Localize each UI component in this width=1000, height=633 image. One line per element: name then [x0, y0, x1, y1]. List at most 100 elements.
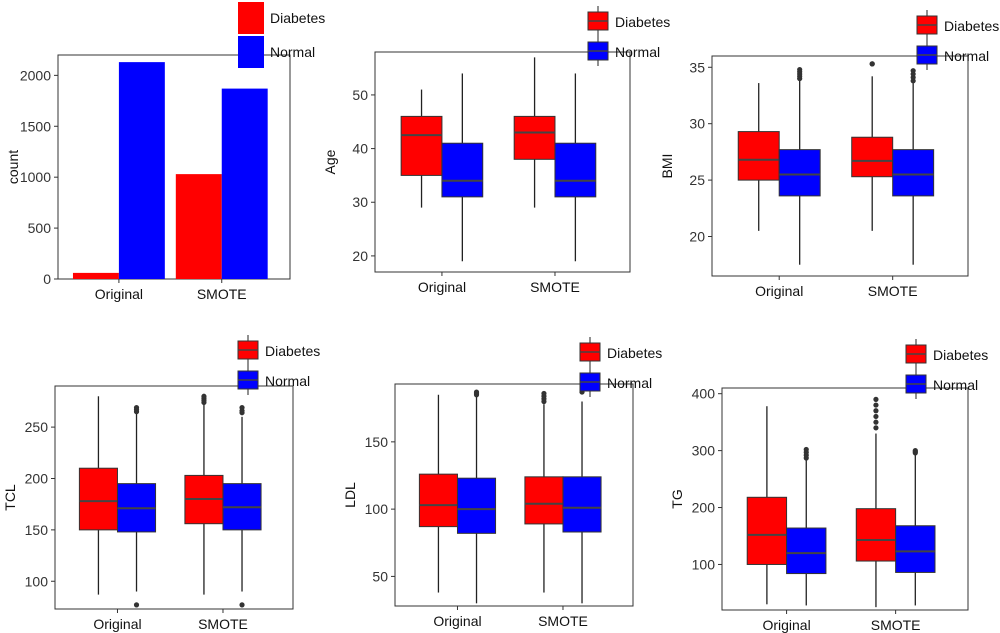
legend: Diabetes Normal: [905, 339, 988, 399]
box-diabetes-original: [746, 496, 788, 565]
legend-label: Diabetes: [265, 343, 320, 359]
y-tick-label: 1000: [20, 169, 51, 185]
outlier-normal-original: [133, 404, 140, 411]
box-diabetes-original: [400, 115, 443, 176]
panel-tcl: 100 150 200 250 Original SMOTE TCL Diabetes Norm…: [2, 335, 320, 632]
bar-normal-original: [118, 62, 165, 279]
legend: Diabetes Normal: [237, 335, 320, 395]
bar-diabetes-smote: [175, 174, 222, 279]
outlier-diabetes-smote: [873, 419, 879, 425]
outlier-normal-smote: [239, 404, 245, 411]
y-tick-label: 150: [365, 434, 389, 450]
box-diabetes-smote: [513, 115, 556, 160]
y-tick-label: 250: [25, 419, 49, 435]
legend-label: Normal: [933, 377, 978, 393]
box-normal-smote: [554, 142, 597, 198]
legend-label: Normal: [615, 44, 660, 60]
legend-label: Diabetes: [607, 345, 662, 361]
x-tick-label: SMOTE: [868, 283, 918, 299]
y-tick-label: 35: [689, 59, 705, 75]
legend-label: Diabetes: [944, 18, 999, 34]
y-tick-label: 100: [692, 556, 716, 572]
x-tick-label: SMOTE: [197, 286, 247, 302]
legend: Diabetes Normal: [587, 6, 670, 66]
y-tick-label: 25: [689, 172, 705, 188]
outlier-normal-original: [797, 66, 803, 73]
outlier-normal-smote: [910, 68, 916, 74]
y-axis-label: LDL: [342, 482, 358, 508]
y-tick-label: 40: [352, 141, 368, 157]
plot-frame: [374, 51, 631, 273]
x-tick-label: Original: [762, 617, 810, 633]
y-tick-label: 150: [25, 522, 49, 538]
outlier-normal-smote: [239, 602, 245, 608]
legend-key-normal: [238, 36, 264, 68]
legend: Diabetes Normal: [238, 2, 325, 68]
y-tick-label: 0: [43, 271, 51, 287]
outlier-diabetes-smote: [873, 408, 879, 414]
outlier-diabetes-smote: [873, 413, 879, 420]
x-tick-label: Original: [418, 279, 466, 295]
x-tick-label: SMOTE: [530, 279, 580, 295]
x-tick-label: Original: [433, 613, 481, 629]
y-tick-label: 1500: [20, 118, 51, 134]
box-diabetes-smote: [851, 136, 894, 178]
panel-count: 0 500 1000 1500 2000 Original SMOTE count Diabet…: [5, 2, 325, 302]
outlier-normal-original: [133, 602, 140, 608]
box-normal-smote: [562, 476, 602, 533]
y-axis-label: TCL: [2, 484, 18, 511]
y-axis-label: count: [5, 150, 21, 184]
box-normal-smote: [895, 525, 936, 573]
y-tick-label: 100: [365, 501, 389, 517]
y-tick-label: 20: [689, 229, 705, 245]
legend-label: Diabetes: [933, 347, 988, 363]
outlier-normal-original: [803, 446, 809, 453]
x-tick-label: SMOTE: [538, 613, 588, 629]
bar-normal-smote: [221, 88, 268, 279]
x-tick-label: Original: [93, 616, 141, 632]
outlier-diabetes-smote: [873, 396, 879, 402]
bar-diabetes-original: [72, 272, 119, 279]
y-tick-label: 500: [28, 220, 52, 236]
y-axis-label: Age: [322, 149, 338, 174]
box-normal-original: [456, 477, 497, 534]
y-tick-label: 300: [692, 443, 716, 459]
box-diabetes-original: [418, 473, 458, 528]
legend-label: Diabetes: [615, 14, 670, 30]
plot-frame: [721, 387, 969, 611]
outlier-diabetes-smote: [873, 425, 879, 431]
legend-key-diabetes: [238, 2, 264, 34]
outlier-normal-smote: [912, 448, 918, 454]
legend-label: Normal: [265, 373, 310, 389]
y-tick-label: 50: [352, 87, 368, 103]
panel-age: 20 30 40 50 Original SMOTE Age Diabetes Normal: [322, 6, 670, 295]
box-diabetes-smote: [524, 476, 564, 525]
y-tick-label: 50: [372, 568, 388, 584]
y-tick-label: 2000: [20, 67, 51, 83]
outlier-diabetes-smote: [541, 390, 547, 397]
y-tick-label: 100: [25, 573, 49, 589]
y-tick-label: 30: [689, 116, 705, 132]
plot-frame: [394, 383, 634, 607]
box-normal-smote: [892, 149, 935, 197]
plot-frame: [711, 55, 969, 277]
plot-frame: [57, 54, 291, 280]
y-tick-label: 200: [25, 470, 49, 486]
x-tick-label: Original: [755, 283, 803, 299]
y-tick-label: 30: [352, 194, 368, 210]
plot-frame: [54, 385, 294, 610]
box-diabetes-smote: [855, 508, 897, 562]
legend: Diabetes Normal: [579, 337, 662, 397]
x-tick-label: Original: [95, 286, 143, 302]
y-axis-label: BMI: [659, 154, 675, 179]
legend-label: Diabetes: [270, 10, 325, 26]
y-axis-label: TG: [669, 489, 685, 508]
box-diabetes-original: [737, 131, 780, 181]
outlier-diabetes-smote: [201, 393, 207, 399]
outlier-normal-original: [473, 389, 480, 395]
box-normal-original: [441, 142, 484, 198]
legend-label: Normal: [270, 44, 315, 60]
x-tick-label: SMOTE: [198, 616, 248, 632]
box-normal-original: [786, 527, 827, 575]
panel-tg: 100 200 300 400 Original SMOTE TG Diabetes Norma…: [669, 339, 988, 633]
